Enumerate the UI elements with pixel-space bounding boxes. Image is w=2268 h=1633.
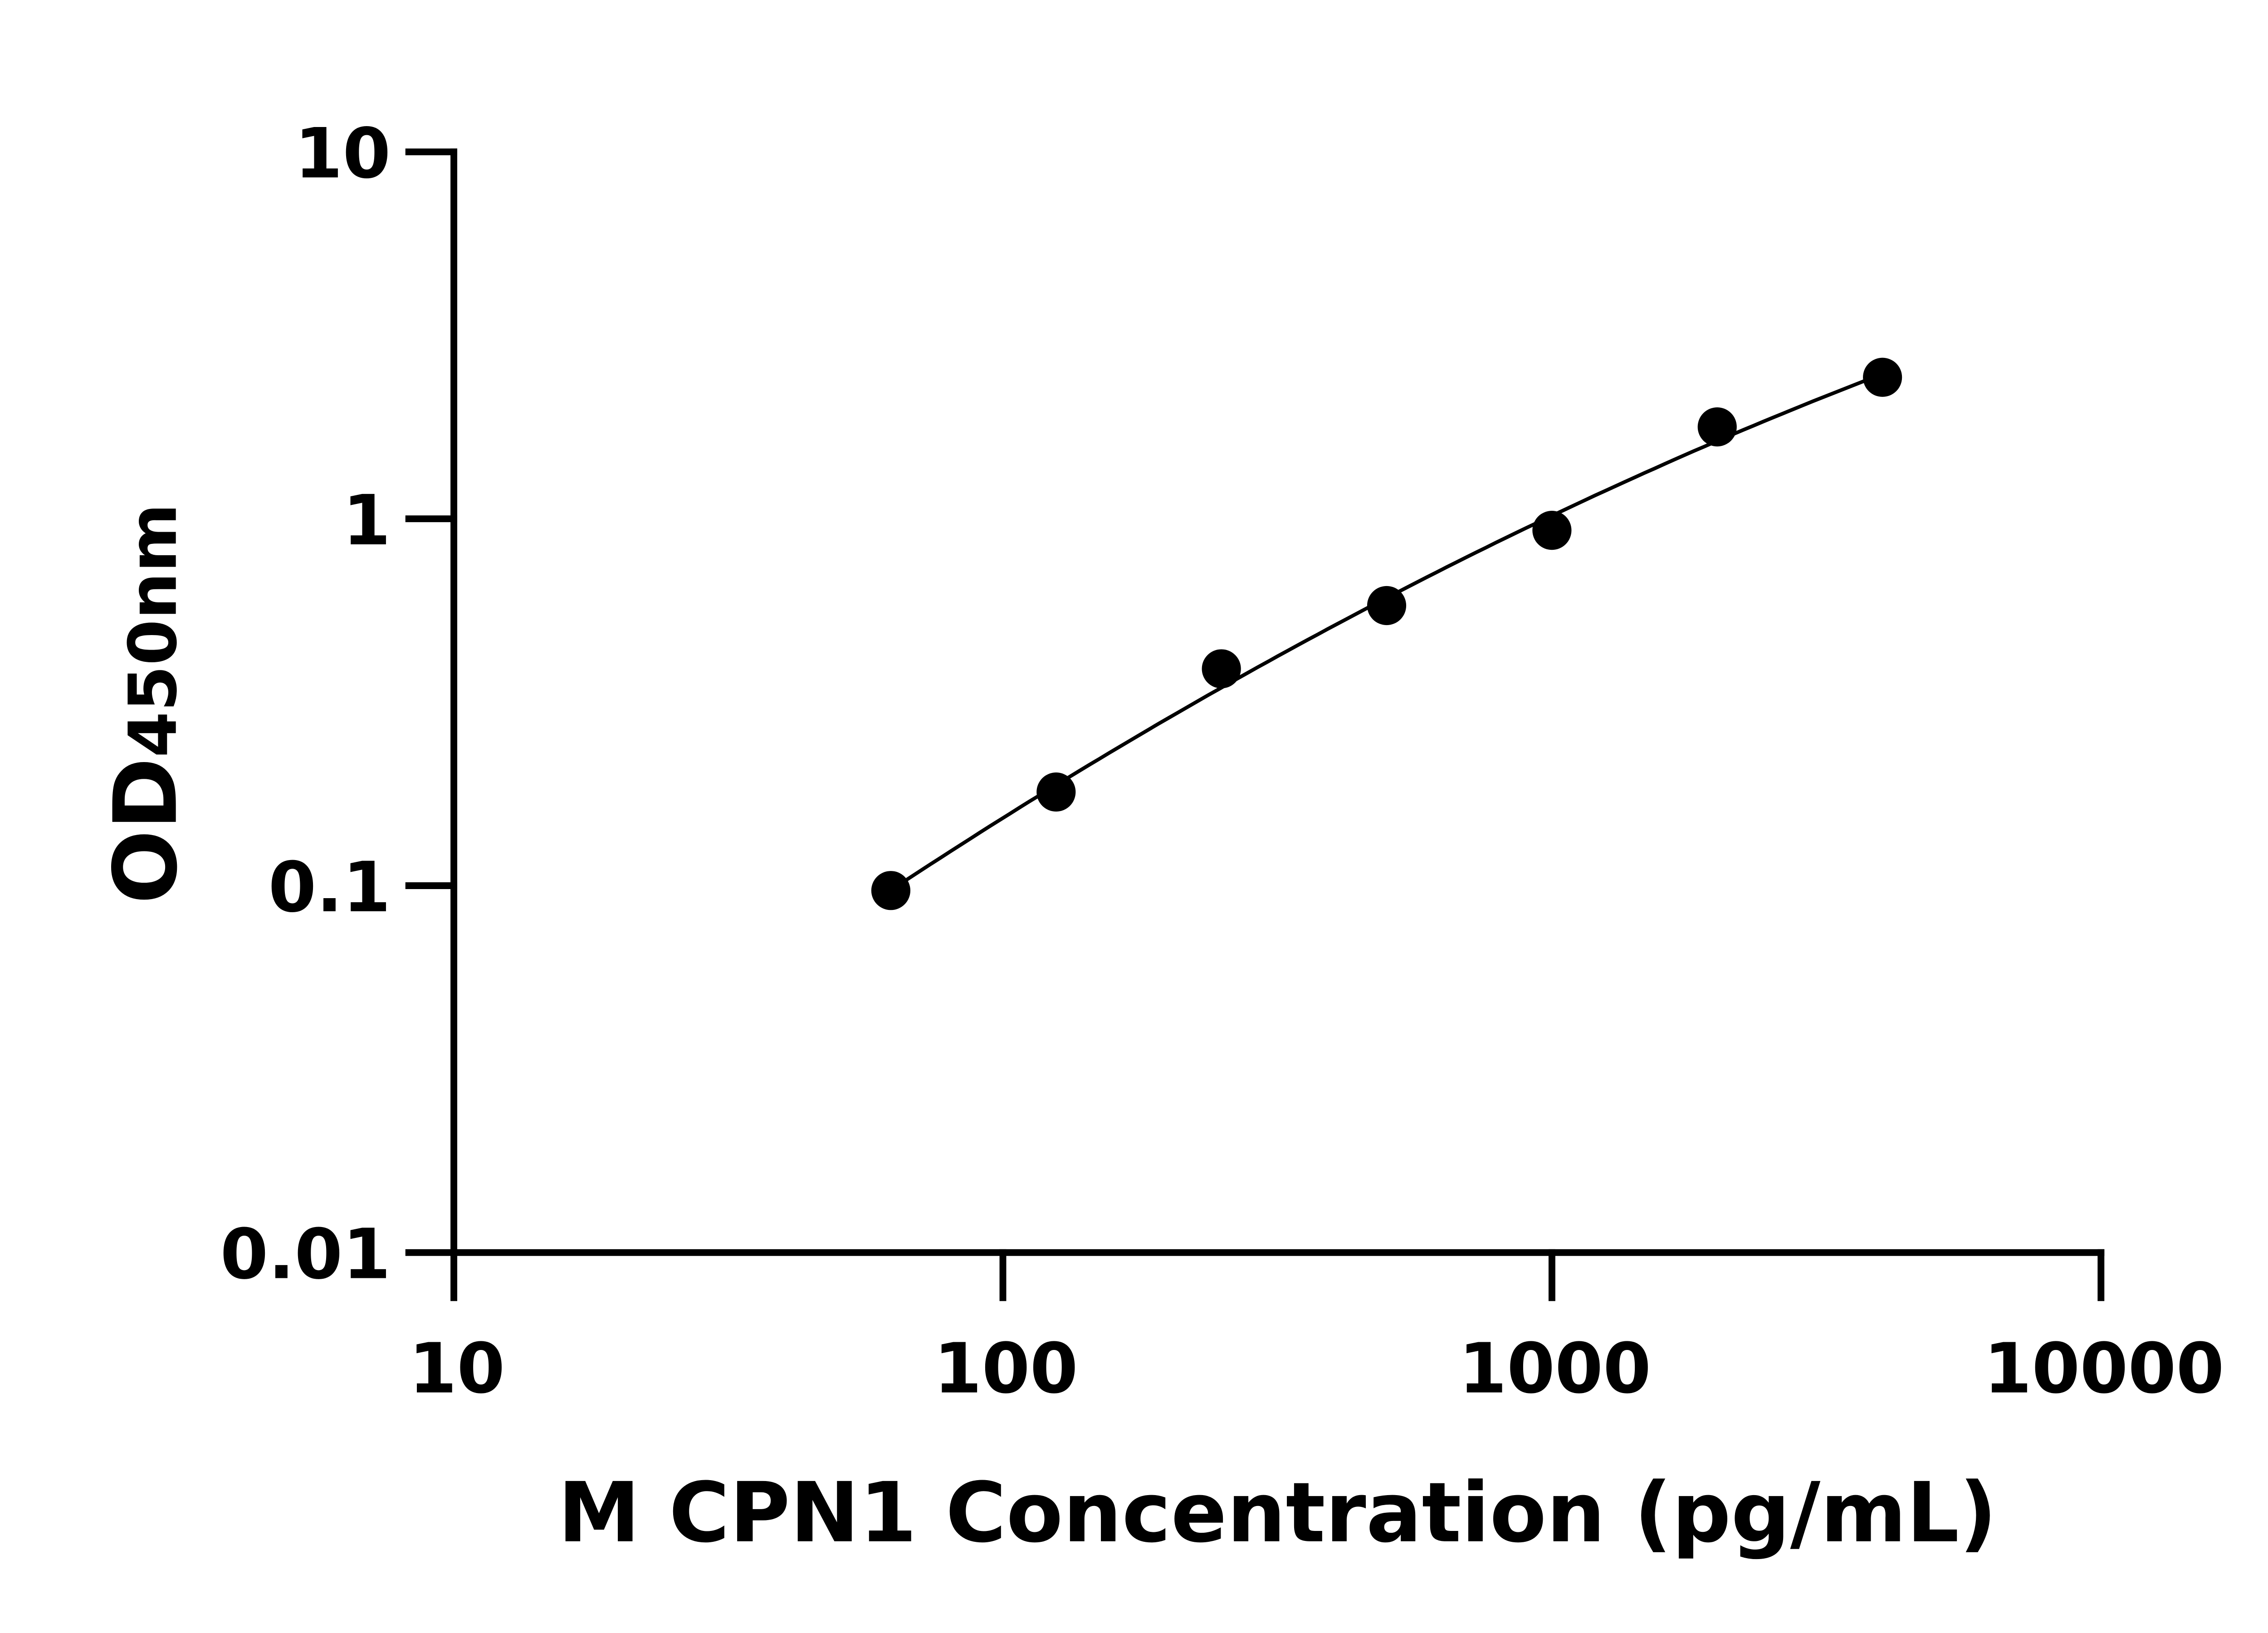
x-axis-label: M CPN1 Concentration (pg/mL) [558, 1465, 1997, 1561]
data-point [1367, 586, 1407, 626]
y-tick-label: 1 [342, 480, 391, 561]
x-tick-label: 100 [934, 1329, 1078, 1409]
y-axis-label-main: OD [96, 758, 197, 904]
fit-curve [890, 372, 1883, 892]
y-axis-label-sub: 450nm [115, 504, 192, 758]
axes [405, 148, 2105, 1301]
x-tick-label: 10 [409, 1329, 505, 1409]
y-tick-label: 0.1 [268, 847, 391, 928]
data-point [871, 871, 910, 910]
data-point [1697, 407, 1737, 447]
data-point [1863, 357, 1902, 397]
y-tick-labels: 0.01 0.1 1 10 [220, 113, 391, 1295]
x-tick-label: 1000 [1459, 1329, 1651, 1409]
data-point [1532, 511, 1572, 550]
x-tick-label: 10000 [1984, 1329, 2224, 1409]
data-point [1202, 649, 1241, 689]
x-tick-labels: 10 100 1000 10000 [409, 1329, 2224, 1409]
data-point [1036, 772, 1076, 812]
y-tick-label: 0.01 [220, 1214, 391, 1295]
data-points [871, 357, 1902, 910]
y-tick-label: 10 [294, 113, 391, 194]
y-axis-label: OD450nm [96, 504, 197, 904]
